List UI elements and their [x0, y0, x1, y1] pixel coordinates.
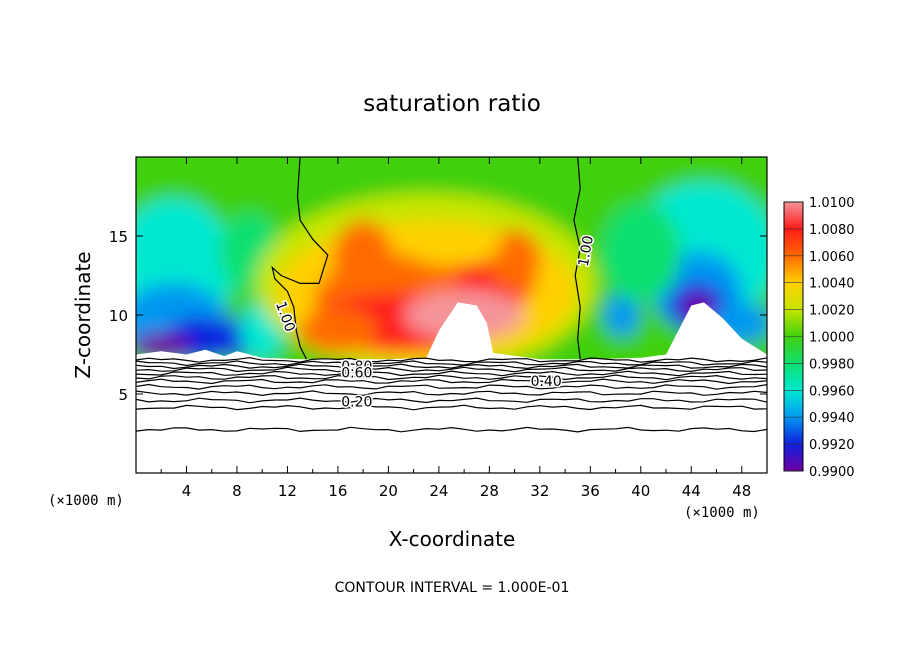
field-blob: [297, 308, 378, 353]
contour-line-stratified: [136, 370, 767, 377]
contour-line-stratified: [136, 363, 767, 370]
contour-label: 0.20: [341, 395, 372, 411]
contour-lines: [136, 157, 767, 433]
contour-line-stratified: [136, 360, 767, 367]
colorbar-label: 1.0100: [809, 196, 855, 211]
y-tick-label: 10: [109, 307, 128, 325]
contour-line-1.00: [271, 157, 329, 360]
colorbar-label: 0.9940: [809, 411, 855, 426]
contour-line-1.00: [573, 157, 581, 360]
contour-line-stratified: [136, 366, 767, 373]
colorbar-label: 1.0000: [809, 331, 855, 346]
contour-line-stratified: [136, 357, 767, 363]
y-axis-ticks: 5 10 15: [109, 228, 767, 404]
x-tick-label: 28: [480, 482, 499, 500]
field-blob: [600, 201, 681, 302]
y-tick-label: 15: [109, 228, 128, 246]
y-axis-label: Z-coordinate: [71, 251, 95, 378]
contour-line-stratified: [136, 404, 767, 411]
x-unit-right: (×1000 m): [684, 505, 760, 521]
plot-area: 1.001.000.800.600.400.20 4 8 12 16 20 24 28 32 3…: [109, 156, 768, 500]
x-tick-label: 48: [732, 482, 751, 500]
colorbar-label: 1.0040: [809, 277, 855, 292]
contour-label: 0.80: [341, 359, 372, 375]
x-tick-label: 24: [429, 482, 448, 500]
contour-line-stratified: [136, 426, 767, 433]
chart-title: saturation ratio: [363, 91, 541, 117]
contour-label: 0.40: [531, 374, 562, 390]
x-tick-label: 20: [379, 482, 398, 500]
contour-line-stratified: [136, 378, 767, 385]
y-tick-label: 5: [118, 386, 128, 404]
colorbar-label: 0.9920: [809, 438, 855, 453]
colorbar-label: 1.0080: [809, 223, 855, 238]
contour-line-stratified: [136, 383, 767, 390]
x-axis-label: X-coordinate: [389, 527, 516, 551]
x-axis-ticks: 4 8 12 16 20 24 28 32 36 40 44 48: [160, 157, 751, 500]
x-tick-label: 8: [232, 482, 242, 500]
colorbar-label: 1.0020: [809, 304, 855, 319]
x-tick-label: 36: [581, 482, 600, 500]
colorbar-label: 0.9980: [809, 357, 855, 372]
x-tick-label: 12: [278, 482, 297, 500]
x-tick-label: 40: [631, 482, 650, 500]
contour-label: 0.60: [341, 365, 372, 381]
colorbar: 1.0100 1.0080 1.0060 1.0040 1.0020 1.0000 0.99…: [783, 196, 855, 480]
contour-interval-note: CONTOUR INTERVAL = 1.000E-01: [335, 580, 570, 596]
x-tick-label: 4: [182, 482, 192, 500]
contour-line-stratified: [136, 390, 767, 397]
field-blob: [603, 293, 640, 337]
field-blob: [488, 229, 541, 290]
contour-line-stratified: [136, 374, 767, 381]
colorbar-label: 1.0060: [809, 250, 855, 265]
colorbar-label: 0.9900: [809, 465, 855, 480]
x-tick-label: 32: [530, 482, 549, 500]
x-tick-label: 44: [682, 482, 701, 500]
field-blob: [401, 221, 502, 266]
x-unit-left: (×1000 m): [48, 493, 124, 509]
contour-line-stratified: [136, 397, 767, 404]
colorbar-label: 0.9960: [809, 384, 855, 399]
x-tick-label: 16: [328, 482, 347, 500]
